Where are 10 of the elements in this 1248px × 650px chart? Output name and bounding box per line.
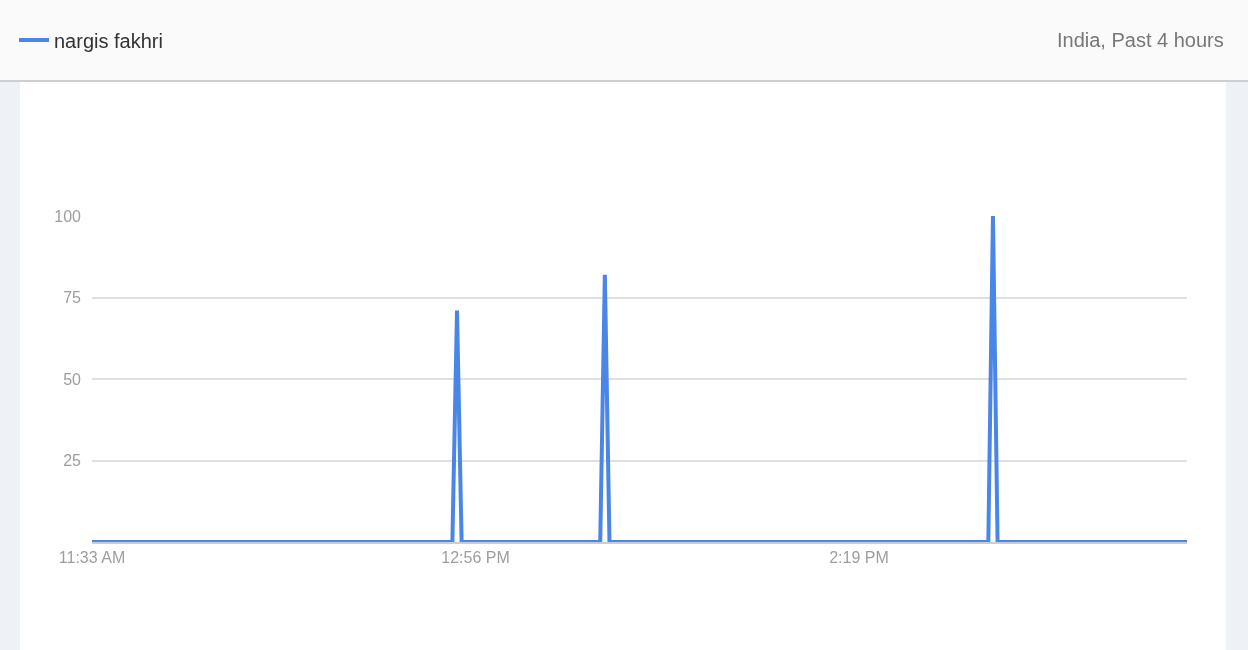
x-tick-label: 2:19 PM <box>829 549 889 567</box>
y-tick-label: 100 <box>54 207 82 225</box>
legend-label: nargis fakhri <box>54 29 163 52</box>
line-series <box>92 216 1187 542</box>
y-tick-label: 75 <box>63 289 82 307</box>
y-tick-label: 25 <box>63 452 82 470</box>
x-tick-label: 11:33 AM <box>58 549 126 567</box>
y-tick-label: 50 <box>63 370 82 388</box>
text: India, Past 4 hours <box>1057 29 1224 51</box>
x-tick-label: 12:56 PM <box>441 549 510 567</box>
